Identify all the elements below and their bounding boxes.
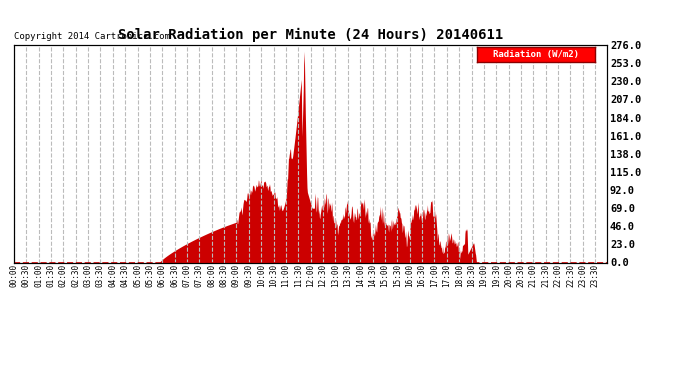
Text: Copyright 2014 Cartronics.com: Copyright 2014 Cartronics.com bbox=[14, 32, 170, 40]
Title: Solar Radiation per Minute (24 Hours) 20140611: Solar Radiation per Minute (24 Hours) 20… bbox=[118, 28, 503, 42]
